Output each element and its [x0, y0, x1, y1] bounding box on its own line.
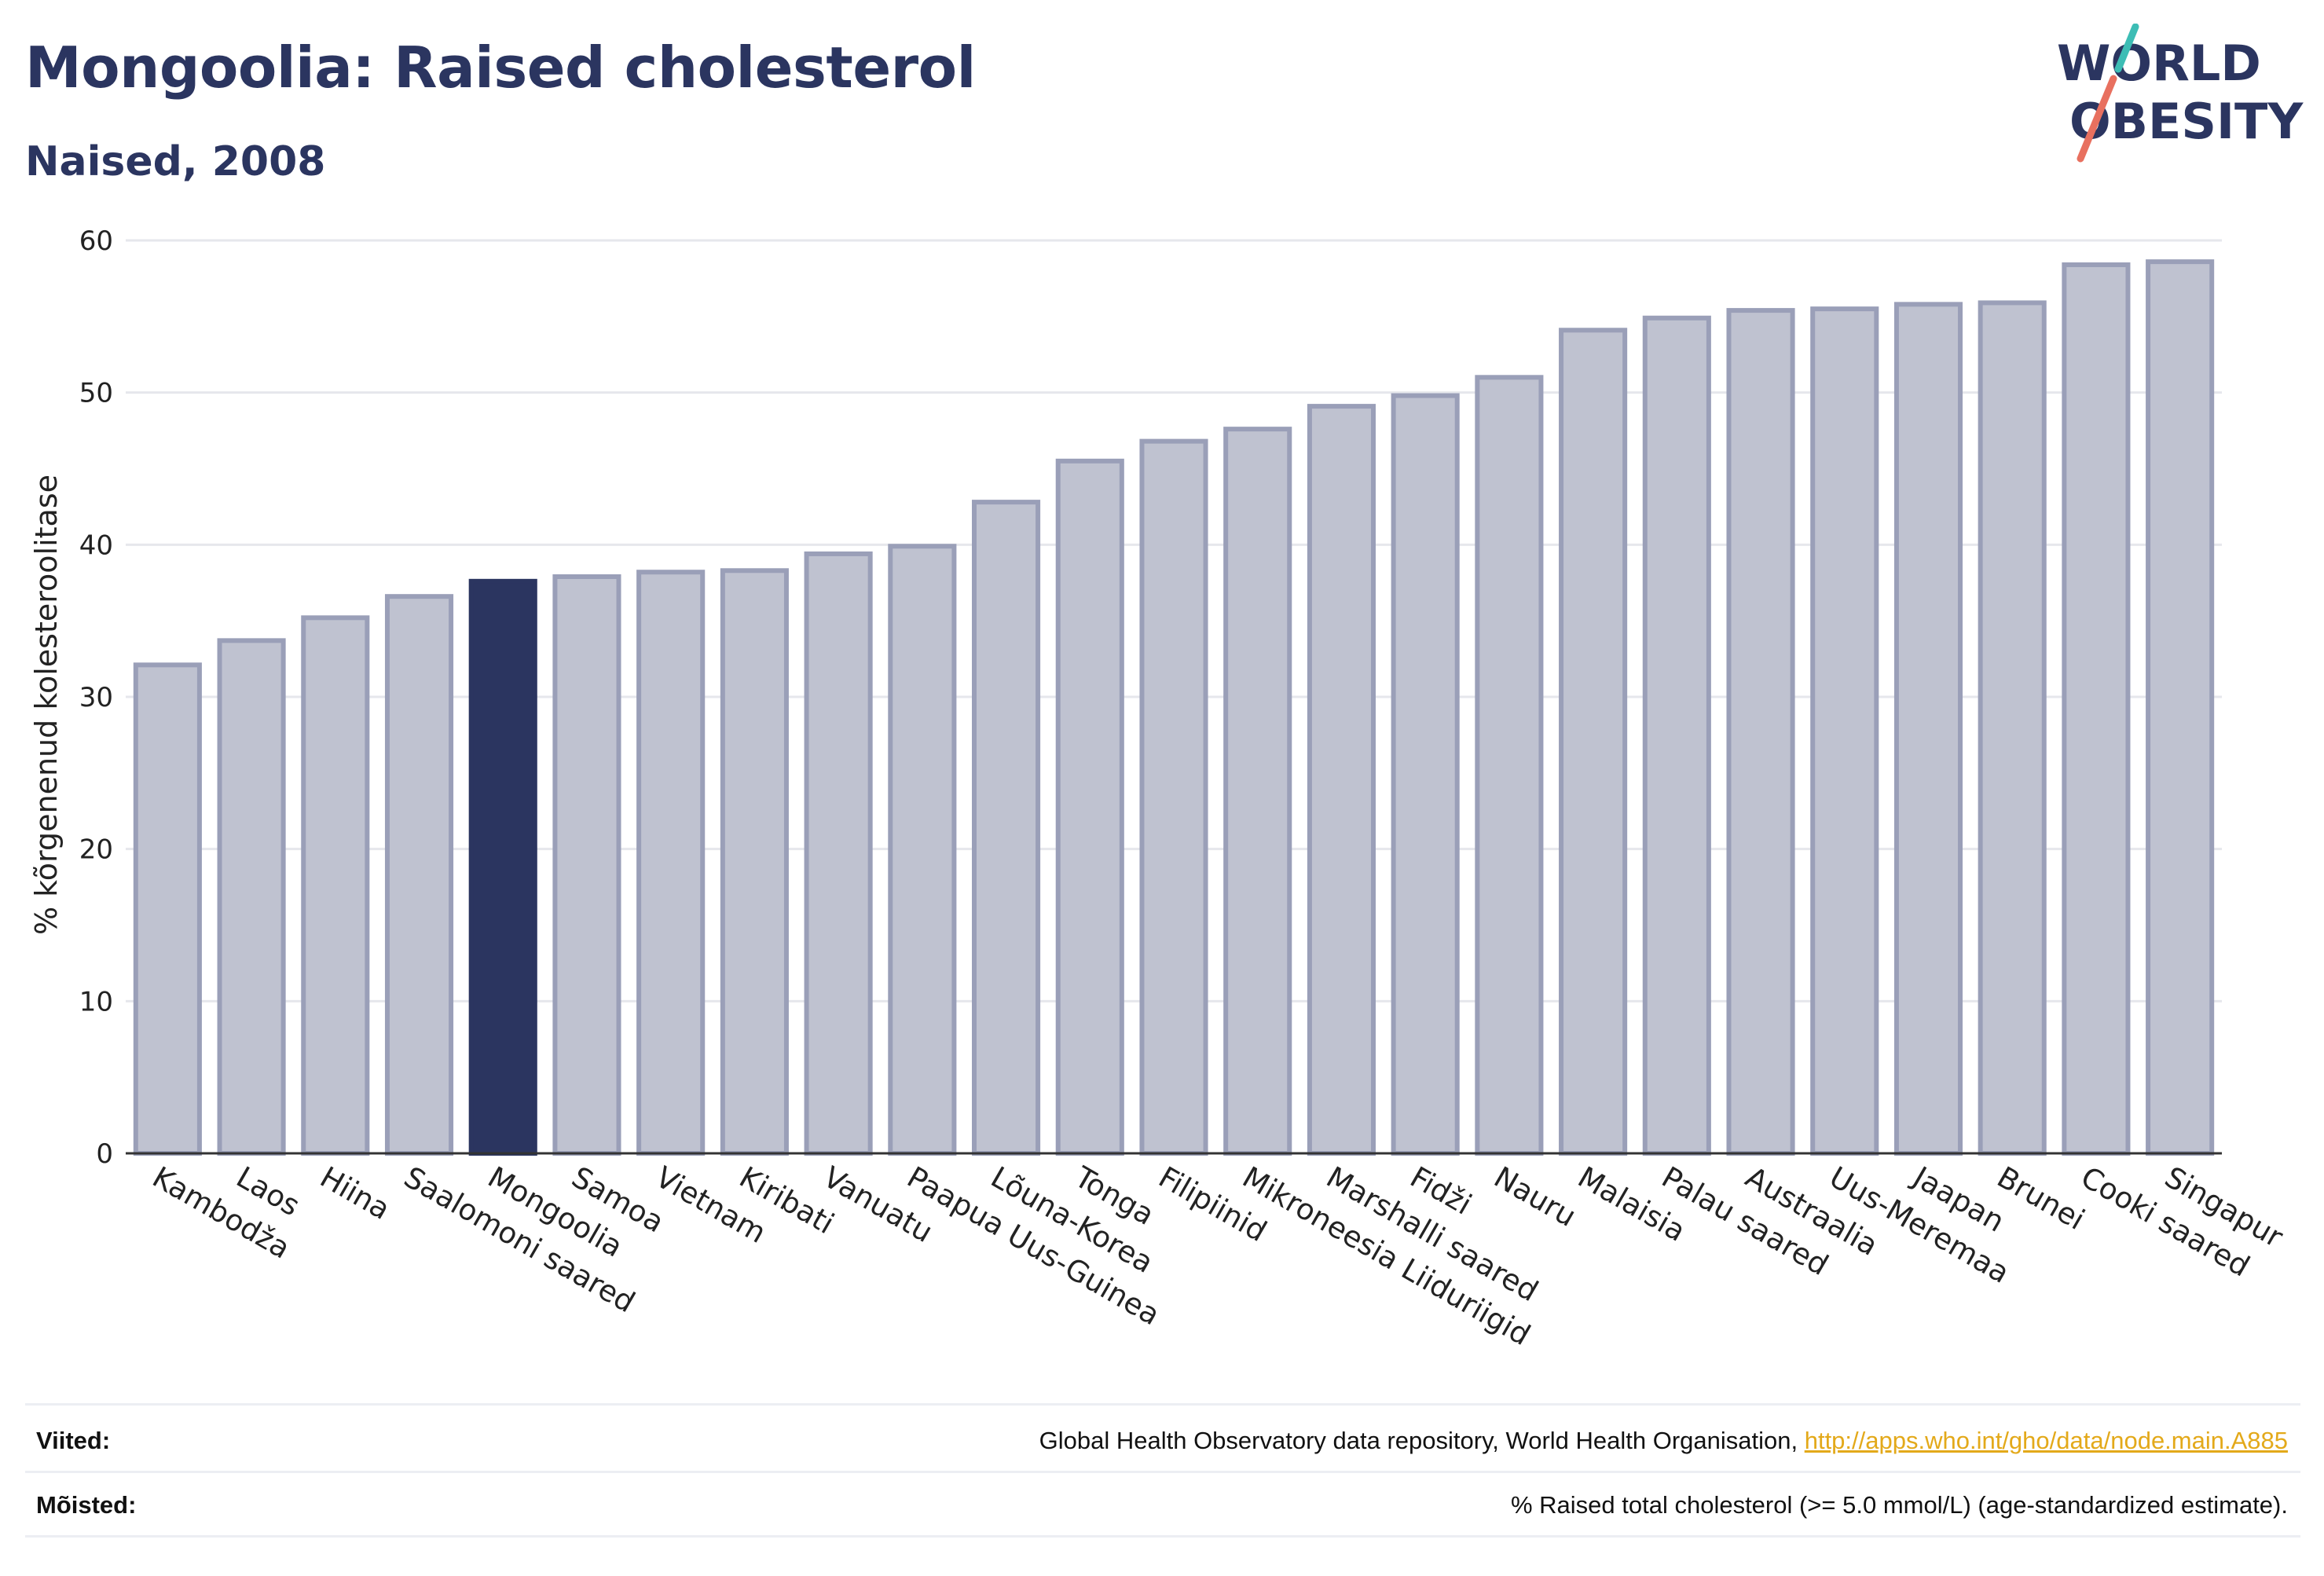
- bar: [2062, 262, 2131, 1156]
- bar: [2146, 259, 2215, 1156]
- bar: [720, 568, 789, 1156]
- bar: [1307, 404, 1376, 1156]
- x-tick-label: Brunei: [1992, 1160, 2091, 1237]
- definitions-label: Mõisted:: [36, 1491, 137, 1519]
- y-tick-label: 0: [96, 1138, 113, 1170]
- bar: [468, 578, 537, 1156]
- bar: [1391, 393, 1460, 1156]
- y-tick-label: 30: [79, 682, 113, 713]
- sources-description: Global Health Observatory data repositor…: [1039, 1427, 1805, 1454]
- chart-title: Mongoolia: Raised cholesterol: [25, 35, 976, 101]
- bar: [1055, 458, 1124, 1156]
- logo-line1: WORLD: [2057, 35, 2261, 92]
- bar: [217, 638, 286, 1156]
- bar: [133, 662, 202, 1156]
- y-tick-label: 40: [79, 530, 113, 561]
- x-tick-label: Nauru: [1488, 1160, 1582, 1233]
- sources-text: Global Health Observatory data repositor…: [1039, 1427, 2288, 1455]
- chart-subtitle: Naised, 2008: [25, 138, 326, 185]
- footer-divider: [25, 1535, 2300, 1538]
- bar: [552, 574, 621, 1156]
- bar: [301, 615, 370, 1156]
- logo-slash-coral: [2077, 75, 2117, 163]
- bar: [1475, 375, 1544, 1156]
- bar: [1223, 427, 1292, 1156]
- logo-slash-teal: [2114, 24, 2139, 73]
- y-tick-label: 20: [79, 834, 113, 866]
- bar: [1978, 300, 2047, 1156]
- bar: [972, 500, 1041, 1156]
- bar: [888, 544, 957, 1156]
- bar: [1139, 438, 1208, 1156]
- footer-divider: [25, 1403, 2300, 1406]
- bar: [1726, 308, 1795, 1156]
- bar: [1642, 315, 1711, 1156]
- logo-line2: OBESITY: [2069, 93, 2304, 150]
- bar: [1810, 306, 1879, 1156]
- bar: [1559, 328, 1628, 1156]
- footer-divider: [25, 1471, 2300, 1473]
- y-tick-label: 50: [79, 378, 113, 409]
- bar: [636, 570, 706, 1156]
- y-axis-title: % kõrgenenud kolesteroolitase: [29, 475, 64, 935]
- world-obesity-logo: WORLD OBESITY: [2057, 24, 2304, 163]
- bar: [1893, 302, 1963, 1156]
- bar: [384, 594, 454, 1156]
- definitions-text: % Raised total cholesterol (>= 5.0 mmol/…: [1510, 1491, 2288, 1519]
- bar: [804, 551, 873, 1156]
- x-tick-label: Hiina: [314, 1160, 395, 1226]
- sources-label: Viited:: [36, 1427, 111, 1454]
- y-tick-label: 60: [79, 225, 113, 257]
- sources-link[interactable]: http://apps.who.int/gho/data/node.main.A…: [1804, 1427, 2288, 1454]
- y-tick-label: 10: [79, 986, 113, 1017]
